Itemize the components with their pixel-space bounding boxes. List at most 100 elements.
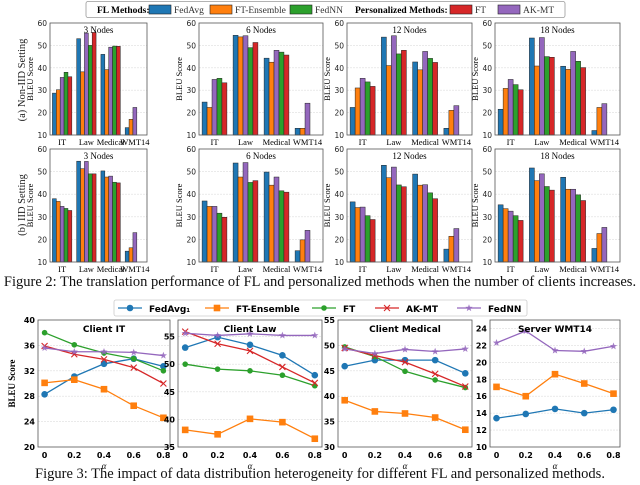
data-point-ft-ensemble [431, 414, 439, 421]
y-tick-label: 20 [37, 109, 47, 118]
x-tick-label: Law [238, 264, 254, 274]
x-tick-label: 0.2 [368, 451, 382, 460]
bar-fedavg [76, 38, 81, 136]
bar-fednn [132, 232, 138, 263]
y-axis-label: BLEU Score [7, 359, 17, 407]
data-point-fedavg₁ [181, 344, 189, 351]
x-tick-label: IT [58, 137, 67, 147]
data-point-ft-ensemble [522, 392, 530, 400]
bar-ak-mt [580, 200, 586, 263]
data-point-ft-ensemble [100, 385, 108, 393]
bar-ft-ensemble [386, 177, 392, 263]
bar-ft-ensemble [237, 36, 244, 136]
data-point-fedavg₁ [493, 414, 500, 422]
bar-fednn [507, 210, 514, 263]
bar-ft [427, 192, 433, 263]
data-point-fedavg₁ [341, 362, 349, 370]
legend-label: AK-MT [523, 6, 554, 16]
data-point-fednn [522, 327, 530, 335]
bar-fedavg [529, 37, 535, 136]
data-point-fednn [246, 330, 254, 337]
y-tick-label: 50 [186, 168, 196, 177]
y-tick-label: 60 [334, 19, 344, 28]
y-tick-label: 50 [37, 168, 47, 177]
chart-bar-18-nodes: 10 20 30 40 50 60 BLEU Score IT Law Medical WMT14 1… [470, 145, 620, 274]
data-point-ak-mt [279, 363, 286, 371]
series-line-ak-mt [344, 347, 466, 388]
y-tick-label: 40 [324, 392, 336, 401]
bar-ft-ensemble [80, 168, 85, 263]
bar-fednn [570, 188, 576, 263]
x-tick-label: 0 [494, 451, 500, 460]
y-tick-label: 28 [24, 392, 36, 401]
data-point-ft-ensemble [493, 383, 500, 391]
x-tick-label: Law [386, 264, 402, 274]
data-point-ft [432, 377, 438, 383]
y-tick-label: 20 [24, 443, 36, 452]
data-point-fednn [159, 351, 168, 359]
bar-ft-ensemble [565, 69, 571, 136]
plot-frame [198, 148, 324, 263]
data-point-fednn [580, 347, 588, 355]
y-tick-label: 10 [482, 258, 492, 267]
y-tick-label: 22 [476, 341, 487, 350]
x-tick-label: IT [359, 137, 368, 147]
figure3-caption: Figure 3: The impact of data distributio… [35, 466, 605, 482]
chart-bar-18-nodes: 10 20 30 40 50 60 BLEU Score IT Law Medical WMT14 1… [470, 19, 620, 147]
data-point-fednn [431, 347, 439, 355]
bar-ak-mt [369, 219, 376, 263]
y-tick-label: 55 [164, 333, 176, 342]
y-tick-label: 20 [334, 109, 344, 118]
plot-frame [494, 148, 621, 263]
data-point-fednn [371, 349, 379, 357]
bar-fedavg [76, 160, 81, 263]
y-axis-label: BLEU Score [174, 183, 184, 227]
bar-ft-ensemble [104, 69, 109, 136]
chart-title: Server WMT14 [518, 325, 592, 335]
bar-fednn [359, 78, 366, 136]
data-point-ft-ensemble [401, 410, 409, 417]
data-point-fedavg₁ [522, 410, 530, 418]
chart-line-client-medical: 30 35 40 45 50 55 0 0.2 0.4 0.6 0.8 α Client Medical [324, 316, 473, 471]
chart-title: 3 Nodes [84, 151, 114, 161]
x-tick-label: Medical [559, 264, 587, 274]
bar-fednn [108, 175, 113, 263]
chart-title: 18 Nodes [540, 151, 575, 161]
bar-ak-mt [252, 180, 259, 263]
bar-ft [88, 173, 93, 263]
data-point-fedavg₁ [580, 409, 588, 417]
bar-ft [396, 184, 402, 263]
bar-fednn [391, 35, 397, 136]
bar-fedavg [52, 92, 57, 136]
bar-fednn [59, 77, 65, 136]
data-point-ft-ensemble [279, 418, 286, 426]
bar-ak-mt [549, 57, 555, 136]
series-line-ak-mt [184, 330, 316, 384]
bar-ft [427, 58, 433, 136]
bar-fednn [242, 35, 249, 136]
data-point-fednn [213, 331, 222, 339]
bar-fedavg [294, 250, 301, 263]
data-point-fednn [181, 329, 189, 337]
y-axis-label: BLEU Score [470, 57, 480, 101]
chart-title: 12 Nodes [392, 25, 427, 35]
x-tick-label: WMT14 [590, 264, 620, 274]
y-tick-label: 50 [164, 360, 176, 369]
x-tick-label: Medical [97, 137, 125, 147]
bar-ak-mt [517, 89, 524, 136]
bar-ft [216, 78, 223, 136]
x-tick-label: Medical [263, 264, 291, 274]
legend-swatch-fednn [289, 4, 313, 15]
bar-fedavg [124, 250, 130, 263]
x-tick-label: WMT14 [442, 264, 472, 274]
plot-frame [489, 319, 621, 448]
bar-ft-ensemble [206, 107, 213, 136]
bar-fedavg [497, 204, 504, 263]
y-tick-label: 40 [482, 64, 492, 73]
bar-ft-ensemble [534, 180, 540, 263]
bar-ft-ensemble [237, 176, 244, 263]
bar-fedavg [381, 36, 387, 136]
y-tick-label: 35 [324, 418, 336, 427]
bar-fednn [453, 228, 460, 263]
